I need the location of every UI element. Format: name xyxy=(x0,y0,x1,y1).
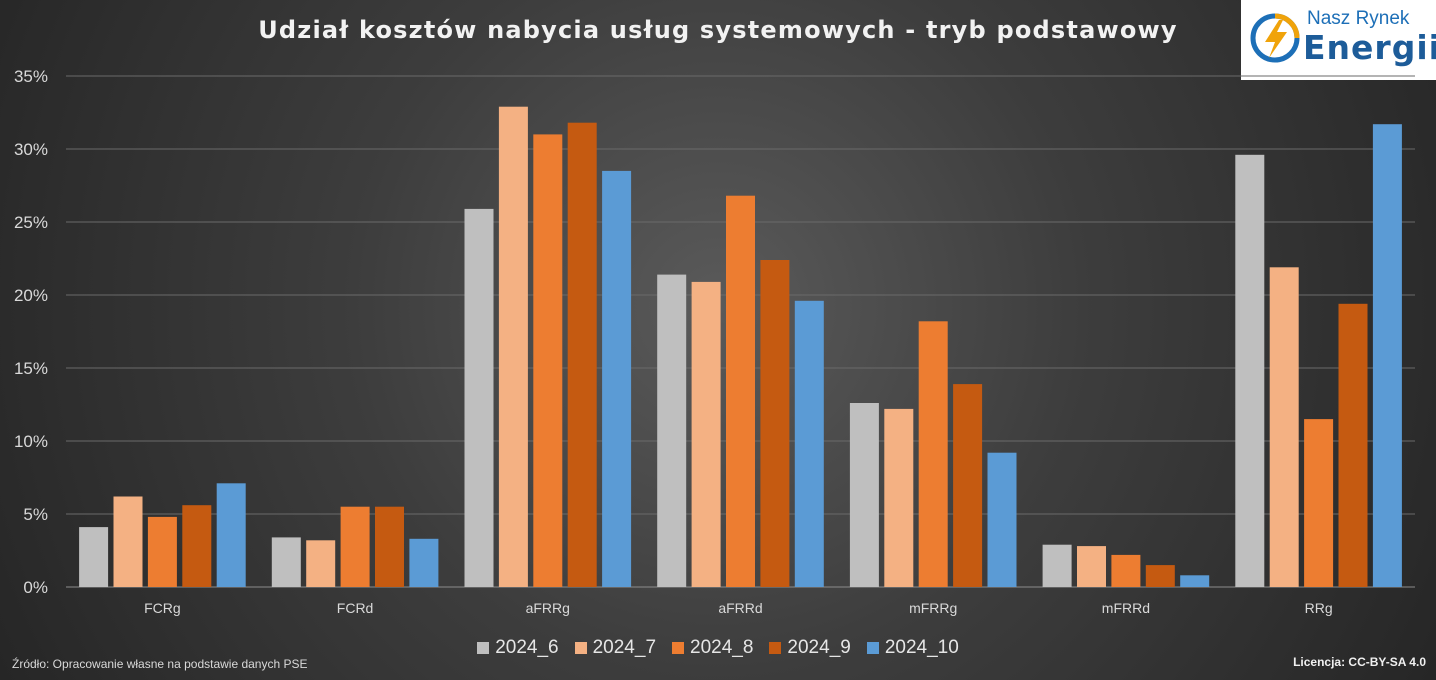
bar-FCRg-2024_6 xyxy=(79,527,109,587)
bar-RRg-2024_10 xyxy=(1372,124,1402,587)
bar-FCRg-2024_9 xyxy=(182,505,212,587)
x-axis-ticks: FCRg FCRd aFRRg aFRRd mFRRg mFRRd RRg xyxy=(144,600,1333,616)
bar-mFRRg-2024_8 xyxy=(918,321,948,587)
logo-text-bottom: Energii xyxy=(1303,28,1436,67)
legend-item: 2024_8 xyxy=(672,637,753,659)
license-note: Licencja: CC-BY-SA 4.0 xyxy=(1293,655,1426,669)
bar-RRg-2024_8 xyxy=(1304,419,1334,587)
bar-FCRd-2024_7 xyxy=(306,540,336,587)
bar-mFRRg-2024_7 xyxy=(884,408,914,587)
legend-label: 2024_9 xyxy=(787,637,851,658)
x-tick-label: mFRRg xyxy=(909,600,957,616)
lightning-logo-icon xyxy=(1250,13,1300,63)
chart-title: Udział kosztów nabycia usług systemowych… xyxy=(258,16,1178,44)
bar-mFRRd-2024_8 xyxy=(1111,554,1141,587)
bar-aFRRd-2024_8 xyxy=(726,195,755,587)
bar-FCRd-2024_9 xyxy=(375,506,404,587)
x-tick-label: aFRRd xyxy=(718,600,762,616)
y-tick-label: 5% xyxy=(23,505,48,524)
x-tick-label: FCRg xyxy=(144,600,181,616)
bar-FCRg-2024_10 xyxy=(216,483,246,587)
bar-aFRRg-2024_10 xyxy=(602,170,632,587)
y-tick-label: 0% xyxy=(23,578,48,597)
bar-aFRRg-2024_8 xyxy=(533,134,563,587)
legend-item: 2024_9 xyxy=(769,637,851,659)
bar-aFRRg-2024_6 xyxy=(464,208,494,587)
bar-RRg-2024_6 xyxy=(1235,154,1265,588)
bar-mFRRd-2024_10 xyxy=(1180,575,1210,587)
bar-aFRRd-2024_7 xyxy=(691,281,721,587)
bar-FCRd-2024_10 xyxy=(409,538,439,587)
x-tick-label: mFRRd xyxy=(1102,600,1150,616)
bar-aFRRd-2024_6 xyxy=(657,274,687,587)
y-tick-label: 35% xyxy=(14,67,48,86)
logo-text-top: Nasz Rynek xyxy=(1307,8,1410,29)
bar-FCRd-2024_6 xyxy=(271,537,301,587)
legend-label: 2024_6 xyxy=(495,637,559,658)
x-tick-label: RRg xyxy=(1305,600,1333,616)
legend-swatch xyxy=(574,642,587,654)
legend-swatch xyxy=(866,642,879,654)
y-tick-label: 10% xyxy=(14,432,48,451)
bar-aFRRd-2024_10 xyxy=(794,300,824,587)
legend: 2024_6 2024_7 2024_8 2024_9 2024_10 xyxy=(0,637,1436,659)
bar-mFRRg-2024_9 xyxy=(953,384,983,587)
legend-label: 2024_7 xyxy=(592,637,657,658)
bar-mFRRd-2024_6 xyxy=(1042,544,1072,587)
x-tick-label: FCRd xyxy=(337,600,374,616)
logo: Nasz Rynek Energii xyxy=(1241,0,1436,80)
legend-swatch xyxy=(769,642,782,654)
bar-aFRRd-2024_9 xyxy=(760,260,790,587)
y-tick-label: 25% xyxy=(14,213,48,232)
legend-swatch xyxy=(477,642,490,654)
bar-mFRRd-2024_7 xyxy=(1077,546,1106,587)
bar-mFRRd-2024_9 xyxy=(1145,565,1175,587)
bar-aFRRg-2024_9 xyxy=(567,122,597,587)
bar-mFRRg-2024_10 xyxy=(987,452,1017,587)
legend-item: 2024_7 xyxy=(574,637,657,659)
x-tick-label: aFRRg xyxy=(526,600,570,616)
y-tick-label: 15% xyxy=(14,359,48,378)
legend-label: 2024_8 xyxy=(690,637,754,658)
y-tick-label: 20% xyxy=(14,286,48,305)
source-note: Źródło: Opracowanie własne na podstawie … xyxy=(12,657,308,671)
legend-swatch xyxy=(672,642,685,654)
bar-RRg-2024_9 xyxy=(1338,303,1368,587)
bar-FCRg-2024_8 xyxy=(147,516,177,587)
legend-item: 2024_10 xyxy=(866,637,959,659)
y-axis-ticks: 0% 5% 10% 15% 20% 25% 30% 35% xyxy=(14,67,48,597)
y-tick-label: 30% xyxy=(14,140,48,159)
legend-item: 2024_6 xyxy=(477,637,559,659)
legend-label: 2024_10 xyxy=(884,637,959,658)
bars xyxy=(79,106,1402,588)
bar-RRg-2024_7 xyxy=(1269,267,1299,587)
bar-FCRg-2024_7 xyxy=(113,496,143,587)
bar-mFRRg-2024_6 xyxy=(849,403,879,587)
bar-aFRRg-2024_7 xyxy=(498,106,528,587)
bar-FCRd-2024_8 xyxy=(340,506,370,587)
